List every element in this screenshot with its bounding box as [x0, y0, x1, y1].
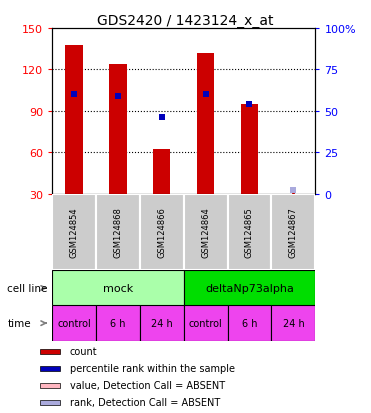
Text: control: control	[189, 318, 223, 328]
Text: control: control	[57, 318, 91, 328]
Text: deltaNp73alpha: deltaNp73alpha	[205, 283, 294, 293]
Text: GSM124866: GSM124866	[157, 207, 166, 258]
Bar	[52, 194, 96, 271]
Text: cell line: cell line	[7, 283, 48, 293]
Text: rank, Detection Call = ABSENT: rank, Detection Call = ABSENT	[70, 397, 220, 407]
Text: mock: mock	[103, 283, 133, 293]
Bar	[52, 306, 96, 341]
Text: GSM124867: GSM124867	[289, 207, 298, 258]
Text: GSM124854: GSM124854	[69, 207, 78, 258]
Bar	[140, 306, 184, 341]
Bar	[227, 306, 272, 341]
Bar	[96, 194, 140, 271]
Text: 6 h: 6 h	[242, 318, 257, 328]
Text: GSM124864: GSM124864	[201, 207, 210, 258]
Text: 24 h: 24 h	[283, 318, 304, 328]
Bar	[65, 45, 83, 194]
Bar	[197, 54, 214, 194]
Bar	[40, 383, 60, 388]
Bar	[40, 349, 60, 354]
Bar	[272, 194, 315, 271]
Bar	[184, 194, 227, 271]
Text: 24 h: 24 h	[151, 318, 173, 328]
Bar	[184, 271, 315, 306]
Bar	[272, 306, 315, 341]
Bar	[109, 65, 127, 194]
Text: GDS2420 / 1423124_x_at: GDS2420 / 1423124_x_at	[97, 14, 274, 28]
Bar	[184, 306, 227, 341]
Text: count: count	[70, 347, 97, 356]
Bar	[52, 271, 184, 306]
Bar	[227, 194, 272, 271]
Text: GSM124868: GSM124868	[113, 207, 122, 258]
Bar	[241, 104, 258, 194]
Bar	[40, 366, 60, 371]
Text: value, Detection Call = ABSENT: value, Detection Call = ABSENT	[70, 380, 225, 390]
Text: percentile rank within the sample: percentile rank within the sample	[70, 363, 235, 373]
Bar	[140, 194, 184, 271]
Bar	[153, 150, 170, 194]
Text: 6 h: 6 h	[110, 318, 125, 328]
Text: GSM124865: GSM124865	[245, 207, 254, 258]
Bar	[96, 306, 140, 341]
Text: time: time	[7, 318, 31, 328]
Bar	[40, 400, 60, 405]
